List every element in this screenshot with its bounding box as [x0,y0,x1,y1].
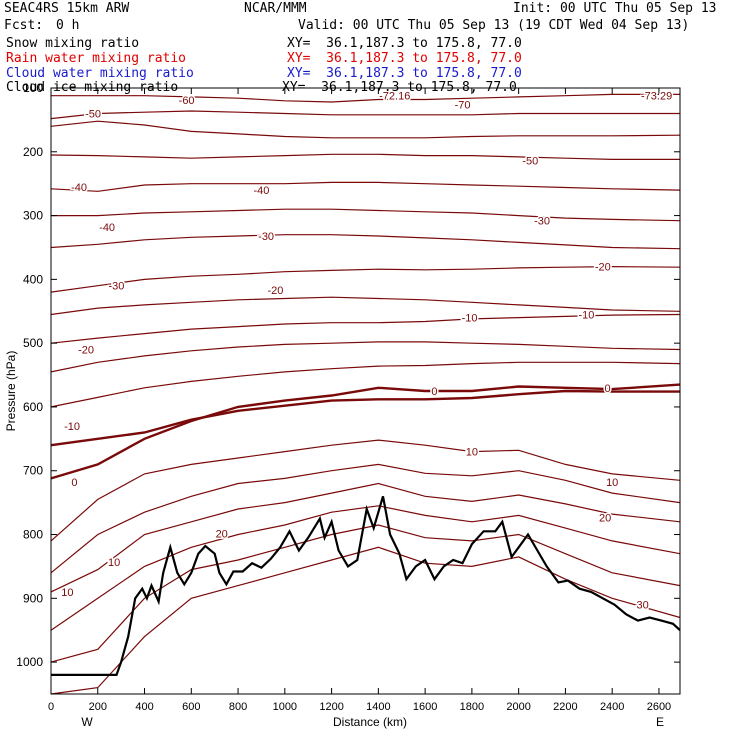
contour-line [51,93,680,103]
x-tick-label: 2600 [647,701,671,713]
contour-label: 10 [61,587,73,599]
x-tick-label: 0 [48,701,54,713]
contour-label: -30 [534,216,550,228]
y-axis-title: Pressure (hPa) [4,351,18,432]
y-tick-label: 900 [23,591,43,605]
contour-line [50,265,681,293]
contour-line [50,120,681,139]
contour-label: -30 [258,231,274,243]
x-end-label-west: W [81,715,93,729]
contour-line [50,546,681,695]
contour-label: -10 [64,421,80,433]
fcst-value: 0 h [56,18,80,33]
x-tick-label: 600 [182,701,200,713]
x-tick-label: 2200 [553,701,577,713]
contour-line [50,341,681,373]
init-time: Init: 00 UTC Thu 05 Sep 13 [513,1,717,16]
contour-line [50,524,681,663]
contour-label: 10 [108,557,120,569]
legend-snow-xy: XY= 36.1,187.3 to 175.8, 77.0 [287,36,522,51]
x-tick-label: 200 [89,701,107,713]
contour-line [50,482,681,593]
terrain-profile [51,495,681,676]
contour-label: 0 [604,383,610,395]
model-title: SEAC4RS 15km ARW [4,1,130,16]
contour-line [51,208,681,222]
y-tick-label: 100 [23,81,43,95]
x-axis: 0 200 400 600 800 1000 1200 1400 1600 1800 2000 220… [48,88,671,713]
x-end-label-east: E [656,715,664,729]
x-tick-label: 2000 [506,701,530,713]
plot-frame [50,87,681,695]
contour-label: -30 [109,281,125,293]
contour-label: -72.16 [379,91,410,103]
x-tick-label: 1000 [273,701,297,713]
contour-line [50,296,681,316]
y-tick-label: 400 [23,272,43,286]
contour-line [50,383,681,480]
legend-rain-xy: XY= 36.1,187.3 to 175.8, 77.0 [287,51,522,66]
legend-rain-name: Rain water mixing ratio [6,51,187,66]
contour-line [50,110,680,120]
contour-label: -40 [71,182,87,194]
contour-label: 10 [606,477,618,489]
y-tick-label: 600 [23,400,43,414]
contour-line [50,361,681,408]
y-tick-label: 300 [23,209,43,223]
fcst-label: Fcst: [4,18,44,33]
legend-cloud-ice-name: Cloud ice mixing ratio [6,80,179,95]
legend-snow-name: Snow mixing ratio [6,36,140,51]
legend-cloud-water-xy: XY= 36.1,187.3 to 175.8, 77.0 [287,66,522,81]
y-tick-label: 200 [23,145,43,159]
x-tick-label: 1400 [366,701,390,713]
contour-label: -10 [579,309,595,321]
contour-line [50,463,681,574]
contour-label: -10 [462,313,478,325]
legend-cloud-ice-xy: XY= 36.1,187.3 to 175.8, 77.0 [282,80,517,95]
contour-label: -50 [522,156,538,168]
contour-label: 30 [636,600,648,612]
contour-label: -20 [595,262,611,274]
contour-label: -60 [179,95,195,107]
x-tick-label: 400 [135,701,153,713]
y-tick-label: 500 [23,336,43,350]
x-tick-label: 1200 [319,701,343,713]
contour-label: -20 [268,285,284,297]
contour-line [50,153,680,160]
org-label: NCAR/MMM [244,1,307,16]
x-axis-title: Distance (km) [333,715,407,729]
temperature-contours [50,93,681,695]
contour-label: 0 [71,477,77,489]
contour-line [50,181,681,192]
x-tick-label: 2400 [600,701,624,713]
contour-label: 20 [599,512,611,524]
y-tick-label: 1000 [16,655,43,669]
contour-line [50,505,681,631]
valid-time: Valid: 00 UTC Thu 05 Sep 13 (19 CDT Wed … [298,18,690,33]
contour-line [50,389,680,447]
x-tick-label: 1600 [413,701,437,713]
contour-label: 20 [216,528,228,540]
contour-line [50,439,681,542]
contour-label: 0 [431,386,437,398]
contour-label: -50 [85,109,101,121]
contour-label: -20 [78,345,94,357]
x-tick-label: 1800 [460,701,484,713]
y-tick-label: 700 [23,464,43,478]
x-tick-label: 800 [229,701,247,713]
y-tick-label: 800 [23,528,43,542]
contour-label: -40 [99,222,115,234]
contour-label: -40 [253,185,269,197]
contour-label-layer: -72.16 -73.29 -60 -70 -50 -50 -40 -40 -40 -30 -30 -… [60,89,674,613]
contour-label: -70 [455,100,471,112]
contour-line [50,313,681,344]
contour-label: 10 [466,447,478,459]
legend-cloud-water-name: Cloud water mixing ratio [6,66,194,81]
contour-label: -73.29 [641,91,672,103]
contour-line [50,234,681,250]
